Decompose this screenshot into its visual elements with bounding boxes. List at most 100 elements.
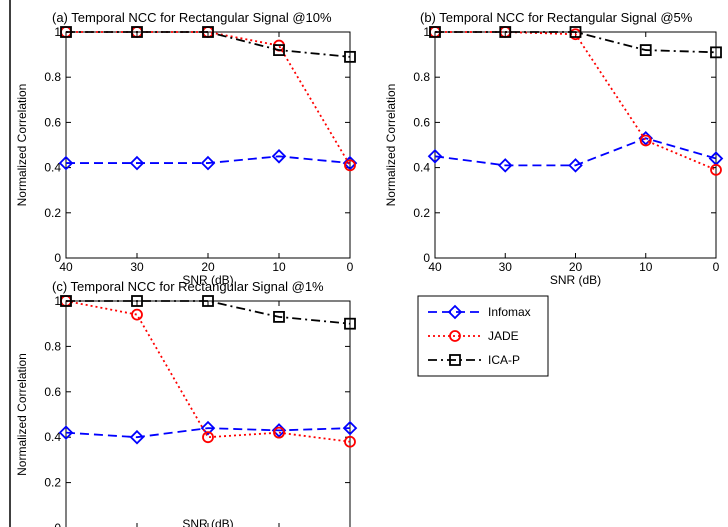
y-tick-label: 1 — [54, 25, 61, 39]
legend-entry-ica-p: ICA-P — [428, 353, 520, 367]
y-tick-label: 0.2 — [413, 206, 430, 220]
x-tick-label: 30 — [499, 260, 513, 274]
x-tick-label: 40 — [59, 260, 73, 274]
diamond-marker — [58, 155, 74, 171]
y-tick-label: 0.4 — [413, 161, 430, 175]
circle-marker — [273, 426, 285, 439]
x-tick-label: 40 — [428, 260, 442, 274]
circle-marker — [710, 163, 722, 176]
y-axis-label: Normalized Correlation — [15, 84, 29, 207]
panel-2: (c) Temporal NCC for Rectangular Signal … — [15, 279, 358, 527]
x-axis-label: SNR (dB) — [550, 273, 601, 287]
series-line — [65, 427, 351, 439]
x-tick-label: 0 — [713, 260, 720, 274]
y-axis-label: Normalized Correlation — [15, 353, 29, 476]
axes-frame — [434, 31, 717, 259]
circle-marker — [639, 134, 652, 147]
square-marker — [344, 317, 356, 330]
x-tick-label: 10 — [272, 260, 286, 274]
diamond-marker — [58, 425, 74, 440]
y-tick-label: 0.4 — [44, 430, 61, 444]
series-jade — [60, 295, 356, 448]
y-axis-label: Normalized Correlation — [384, 84, 398, 207]
y-tick-label: 0.4 — [44, 161, 61, 175]
series-line — [66, 155, 351, 164]
square-marker — [60, 295, 72, 307]
series-ica-p — [60, 295, 356, 330]
square-marker — [273, 310, 285, 323]
x-tick-label: 0 — [347, 260, 354, 274]
diamond-marker — [129, 155, 145, 171]
series-line — [66, 31, 351, 166]
circle-marker — [344, 435, 356, 448]
diamond-marker — [129, 429, 145, 445]
series-infomax — [58, 149, 358, 171]
chart-title: (b) Temporal NCC for Rectangular Signal … — [420, 10, 693, 25]
y-tick-label: 1 — [423, 25, 430, 39]
diamond-marker — [200, 420, 216, 436]
axes-frame — [65, 300, 351, 527]
x-axis-label: SNR (dB) — [182, 273, 233, 287]
y-tick-label: 1 — [54, 294, 61, 308]
axes-frame — [65, 31, 351, 259]
y-tick-label: 0.8 — [413, 70, 430, 84]
square-marker — [60, 26, 72, 38]
panels-layer: (a) Temporal NCC for Rectangular Signal … — [15, 10, 724, 527]
y-tick-label: 0 — [423, 251, 430, 265]
y-tick-label: 0.8 — [44, 339, 61, 353]
panel-1: (b) Temporal NCC for Rectangular Signal … — [384, 10, 724, 287]
diamond-marker — [497, 158, 513, 173]
square-marker — [569, 26, 582, 38]
legend-label: ICA-P — [488, 353, 520, 367]
y-tick-label: 0.6 — [44, 115, 61, 129]
square-marker — [273, 44, 285, 56]
square-marker — [202, 26, 214, 38]
legend-label: Infomax — [488, 305, 531, 319]
circle-marker — [131, 308, 143, 321]
series-infomax — [427, 130, 724, 173]
y-tick-label: 0.6 — [413, 115, 430, 129]
series-line — [435, 31, 717, 171]
series-line — [435, 31, 717, 54]
square-marker — [131, 295, 143, 307]
legend: Infomax JADE ICA-P — [417, 295, 549, 377]
legend-diamond-marker — [447, 304, 463, 320]
chart-title: (a) Temporal NCC for Rectangular Signal … — [52, 10, 332, 25]
y-tick-label: 0.6 — [44, 385, 61, 399]
x-axis-label: SNR (dB) — [182, 517, 233, 527]
square-marker — [131, 26, 143, 38]
square-marker — [710, 46, 722, 59]
x-tick-label: 30 — [130, 260, 144, 274]
square-marker — [344, 50, 356, 63]
series-ica-p — [60, 26, 356, 63]
y-tick-label: 0 — [54, 251, 61, 265]
square-marker — [639, 44, 652, 56]
x-tick-label: 20 — [569, 260, 583, 274]
x-tick-label: 20 — [201, 260, 215, 274]
x-tick-label: 10 — [639, 260, 653, 274]
legend-square-marker — [449, 354, 461, 366]
circle-marker — [344, 159, 356, 172]
legend-entry-jade: JADE — [428, 329, 519, 343]
panel-0: (a) Temporal NCC for Rectangular Signal … — [15, 10, 358, 287]
legend-label: JADE — [488, 329, 519, 343]
series-infomax — [58, 420, 358, 445]
y-tick-label: 0.8 — [44, 70, 61, 84]
legend-items: Infomax JADE ICA-P — [428, 304, 531, 367]
series-line — [65, 300, 351, 443]
y-tick-label: 0.2 — [44, 206, 61, 220]
diamond-marker — [271, 149, 287, 164]
series-ica-p — [429, 26, 722, 59]
series-line — [66, 31, 351, 58]
chart-title: (c) Temporal NCC for Rectangular Signal … — [52, 279, 324, 294]
legend-entry-infomax: Infomax — [428, 304, 531, 320]
square-marker — [429, 26, 441, 38]
series-line — [434, 137, 717, 167]
diamond-marker — [342, 420, 358, 436]
diamond-marker — [568, 158, 583, 173]
series-jade — [429, 26, 722, 176]
series-jade — [60, 26, 356, 172]
y-tick-label: 0 — [54, 521, 61, 527]
circle-marker — [202, 431, 214, 444]
